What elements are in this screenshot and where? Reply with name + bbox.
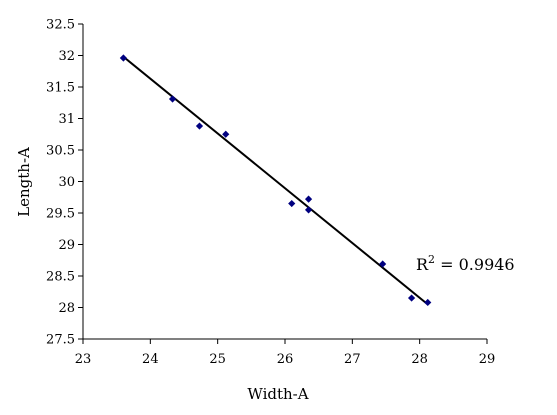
y-tick-label: 31.5 [46,81,75,96]
y-tick-label: 29 [58,238,75,253]
data-point [379,260,387,268]
data-point [119,54,127,62]
trendline-group [122,55,429,306]
data-points [119,54,432,307]
r-squared-label: R2 = 0.9946 [416,253,515,274]
tick-marks [78,23,488,344]
data-point [424,298,432,307]
x-tick-label: 25 [209,352,226,367]
tick-labels: 27.5 28 28.5 29 29.5 30 30.5 31 31.5 32 32.5 23 24 25… [46,18,495,368]
y-tick-label: 32 [58,49,75,64]
x-tick-label: 29 [479,352,496,367]
x-tick-label: 24 [142,352,159,367]
y-tick-label: 32.5 [46,18,75,33]
data-point [222,130,230,138]
x-tick-label: 26 [277,352,294,367]
x-tick-label: 27 [344,352,361,367]
y-tick-label: 27.5 [46,333,75,348]
r-squared-superscript: 2 [428,253,435,266]
trendline [122,55,429,306]
y-tick-label: 28 [58,301,75,316]
y-axis-title: Length-A [15,147,33,217]
r-squared-r: R [416,255,429,274]
data-point [195,122,204,130]
data-point [304,206,313,214]
y-tick-label: 28.5 [46,270,75,285]
axes [82,24,487,340]
data-point [304,195,313,203]
x-tick-label: 28 [411,352,428,367]
y-tick-label: 29.5 [46,207,75,222]
y-tick-label: 30.5 [46,144,75,159]
r-squared-value: = 0.9946 [435,255,515,274]
data-point [407,294,416,302]
data-point [288,199,296,208]
y-tick-label: 31 [58,112,75,127]
x-axis-title: Width-A [247,385,308,403]
y-tick-label: 30 [58,175,75,190]
x-tick-label: 23 [75,352,92,367]
data-point [168,95,177,103]
